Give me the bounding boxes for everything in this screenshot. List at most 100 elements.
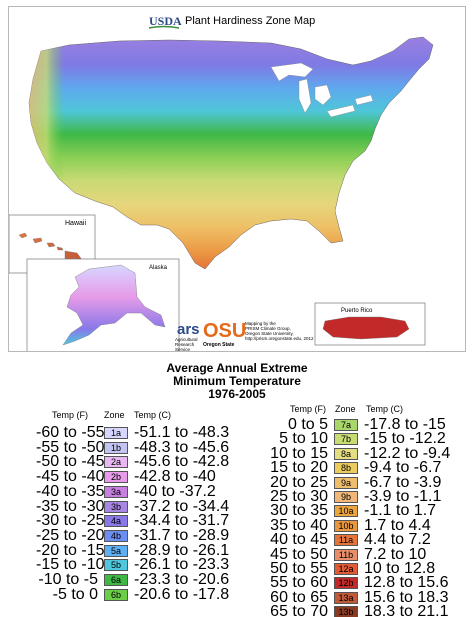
- temp-c-range: 1.7 to 4.4: [364, 516, 431, 534]
- temp-c-range: 18.3 to 21.1: [364, 603, 449, 617]
- legend-row-4b: -25 to -20 4b -31.7 to -28.9: [0, 526, 229, 544]
- svg-text:USDA: USDA: [149, 14, 182, 28]
- zone-swatch: 3b: [104, 500, 128, 513]
- temp-f-range: -35 to -30: [36, 497, 105, 515]
- zone-swatch: 3a: [104, 485, 128, 498]
- legend-row-12b: 55 to 60 12b 12.8 to 15.6: [0, 575, 448, 591]
- temp-c-range: -26.1 to -23.3: [134, 556, 230, 574]
- temp-c-range: -1.1 to 1.7: [364, 502, 437, 520]
- usda-logo: USDA: [148, 14, 182, 29]
- temp-c-range: -28.9 to -26.1: [134, 541, 230, 559]
- temp-f-range: 55 to 60: [270, 574, 328, 592]
- temp-f-range: 40 to 45: [270, 531, 328, 549]
- zone-swatch: 13b: [334, 606, 358, 617]
- temp-f-range: 30 to 35: [270, 502, 328, 520]
- legend-title-3: 1976-2005: [208, 387, 266, 401]
- temp-c-range: -17.8 to -15: [364, 416, 446, 433]
- contiguous-us-land: [28, 36, 434, 270]
- great-lakes: [270, 62, 374, 118]
- zone-swatch: 5b: [104, 559, 128, 572]
- zone-swatch: 6a: [104, 574, 128, 586]
- zone-swatch: 8b: [334, 462, 358, 475]
- temp-c-range: 10 to 12.8: [364, 560, 436, 577]
- alaska-land: [62, 264, 166, 346]
- temp-f-range: -60 to -55: [36, 424, 105, 441]
- temp-c-range: -3.9 to -1.1: [364, 488, 442, 505]
- temp-c-range: -15 to -12.2: [364, 430, 446, 448]
- temp-f-range: -10 to -5: [38, 571, 98, 588]
- zone-swatch: 10a: [334, 505, 358, 518]
- west-coast-warm-band: [29, 45, 79, 193]
- temp-f-range: -45 to -40: [36, 468, 105, 486]
- credit-line-1: Mapping by the: [245, 321, 276, 326]
- ars-logo: ars: [177, 321, 200, 338]
- temp-f-range: -5 to 0: [52, 585, 98, 603]
- credit-line-4: http://prism.oregonstate.edu, 2012: [245, 336, 314, 341]
- zone-swatch: 2b: [104, 471, 128, 484]
- temp-c-range: 15.6 to 18.3: [364, 588, 449, 606]
- right-header-temp-c: Temp (C): [366, 404, 404, 414]
- temp-f-range: -25 to -20: [36, 526, 105, 544]
- map-graphic: Hawaii Alaska Puerto Rico ars Agricultur…: [9, 14, 434, 352]
- temp-f-range: 65 to 70: [270, 603, 328, 617]
- temp-c-range: -31.7 to -28.9: [134, 526, 230, 544]
- legend-row-2a: -50 to -45 2a -45.6 to -42.8: [0, 454, 229, 470]
- puerto-rico-label: Puerto Rico: [341, 308, 373, 314]
- temp-f-range: -20 to -15: [36, 541, 105, 559]
- temp-c-range: -12.2 to -9.4: [364, 444, 451, 462]
- temp-c-range: -9.4 to -6.7: [364, 459, 442, 477]
- hawaii-label: Hawaii: [65, 220, 86, 227]
- temp-c-range: -20.6 to -17.8: [134, 585, 230, 603]
- zone-swatch: 7a: [334, 419, 358, 431]
- legend-row-3b: -35 to -30 3b -37.2 to -34.4: [0, 497, 229, 515]
- temp-f-range: 0 to 5: [287, 416, 328, 433]
- temp-c-range: -45.6 to -42.8: [134, 453, 230, 471]
- temp-f-range: 15 to 20: [270, 459, 328, 477]
- temp-c-range: -23.3 to -20.6: [134, 571, 230, 588]
- zone-swatch: 5a: [104, 544, 128, 557]
- legend-row-3a: -40 to -35 3a -40 to -37.2: [0, 483, 216, 499]
- temp-c-range: -34.4 to -31.7: [134, 512, 230, 530]
- temp-c-range: -51.1 to -48.3: [134, 424, 230, 441]
- legend-row-10a: 30 to 35 10a -1.1 to 1.7: [0, 503, 436, 519]
- ars-text-1: Agricultural: [175, 337, 198, 342]
- temp-f-range: 5 to 10: [279, 430, 328, 448]
- legend-row-12a: 50 to 55 12a 10 to 12.8: [0, 561, 435, 577]
- legend-row-13b: 65 to 70 13b 18.3 to 21.1: [0, 604, 449, 617]
- legend-row-1b: -55 to -50 1b -48.3 to -45.6: [0, 438, 229, 456]
- temp-c-range: 12.8 to 15.6: [364, 574, 449, 592]
- zone-swatch: 10b: [334, 519, 358, 532]
- legend-row-8a: 10 to 15 8a -12.2 to -9.4: [0, 445, 450, 461]
- temp-f-range: 50 to 55: [270, 560, 328, 577]
- temp-f-range: 60 to 65: [270, 588, 328, 606]
- zone-swatch: 8a: [334, 447, 358, 460]
- legend-row-6a: -10 to -5 6a -23.3 to -20.6: [0, 571, 229, 588]
- temp-f-range: 10 to 15: [270, 444, 328, 462]
- legend-row-6b: -5 to 0 6b -20.6 to -17.8: [0, 585, 230, 603]
- legend-row-9b: 25 to 30 9b -3.9 to -1.1: [0, 489, 441, 505]
- temp-c-range: 4.4 to 7.2: [364, 531, 431, 549]
- credit-line-2: PRISM Climate Group,: [245, 326, 291, 331]
- legend-row-8b: 15 to 20 8b -9.4 to -6.7: [0, 460, 441, 476]
- temp-f-range: 20 to 25: [270, 473, 328, 491]
- legend-row-7b: 5 to 10 7b -15 to -12.2: [0, 431, 446, 447]
- legend-row-1a: -60 to -55 1a -51.1 to -48.3: [0, 424, 229, 441]
- zone-swatch: 4b: [104, 529, 128, 542]
- ars-text-3: Service: [175, 347, 191, 352]
- legend-row-5a: -20 to -15 5a -28.9 to -26.1: [0, 541, 229, 559]
- temp-c-range: 7.2 to 10: [364, 545, 427, 563]
- zone-swatch: 11a: [334, 534, 358, 547]
- temp-c-range: -48.3 to -45.6: [134, 438, 230, 456]
- ars-text-2: Research: [175, 342, 195, 347]
- legend-row-9a: 20 to 25 9a -6.7 to -3.9: [0, 474, 441, 490]
- svg-text:ars: ars: [177, 321, 200, 338]
- zone-swatch: 11b: [334, 548, 358, 561]
- temp-c-range: -37.2 to -34.4: [134, 497, 230, 515]
- temp-f-range: -55 to -50: [36, 438, 105, 456]
- legend-row-13a: 60 to 65 13a 15.6 to 18.3: [0, 589, 448, 605]
- temp-f-range: 35 to 40: [270, 516, 328, 534]
- legend-title-1: Average Annual Extreme: [166, 361, 308, 375]
- puerto-rico-island: [322, 316, 410, 340]
- alaska-label: Alaska: [149, 265, 168, 271]
- legend-row-10b: 35 to 40 10b 1.7 to 4.4: [0, 517, 431, 533]
